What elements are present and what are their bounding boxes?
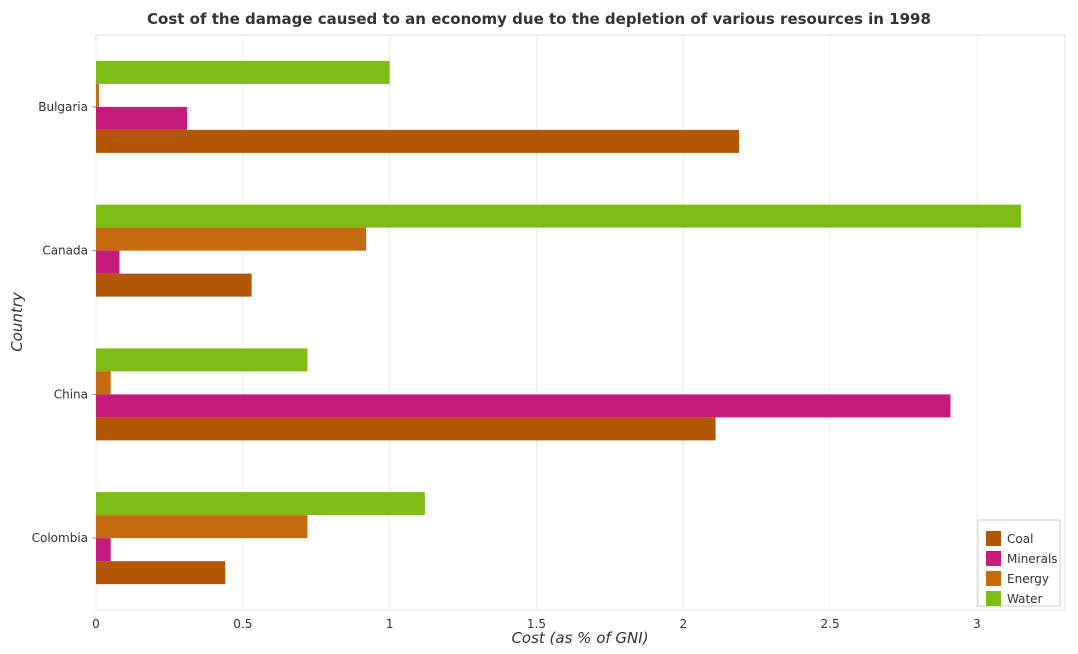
bar-water-colombia (96, 492, 425, 516)
bar-water-canada (96, 204, 1021, 228)
bar-coal-canada (96, 273, 252, 297)
bar-coal-china (96, 417, 716, 441)
legend-label-water: Water (1007, 592, 1043, 606)
y-axis-title: Country (8, 291, 26, 352)
bar-minerals-bulgaria (96, 106, 188, 130)
x-tick-label: 3 (973, 617, 981, 631)
x-axis-title: Cost (as % of GNI) (511, 629, 648, 647)
y-tick-label: Canada (42, 244, 88, 258)
bar-energy-bulgaria (96, 83, 99, 107)
y-tick-labels: Bulgaria Canada China Colombia (32, 100, 96, 545)
x-tick-label: 1 (386, 617, 394, 631)
y-tick-label: Bulgaria (38, 100, 88, 114)
legend-swatch-minerals (986, 551, 1001, 566)
legend-swatch-water (986, 591, 1001, 606)
legend-label-coal: Coal (1007, 532, 1033, 546)
legend-label-minerals: Minerals (1007, 552, 1058, 566)
x-tick-label: 1.5 (527, 617, 546, 631)
x-tick-label: 0 (92, 617, 100, 631)
x-tick-labels: 0 0.5 1 1.5 2 2.5 3 (92, 617, 981, 631)
legend-label-energy: Energy (1007, 572, 1049, 586)
bar-minerals-china (96, 394, 951, 418)
bar-coal-colombia (96, 561, 226, 585)
x-tick-label: 2 (679, 617, 687, 631)
plot-area-frame (95, 34, 1066, 611)
bar-energy-colombia (96, 515, 308, 539)
chart-title: Cost of the damage caused to an economy … (147, 10, 931, 28)
x-tick-label: 2.5 (821, 617, 840, 631)
legend: Coal Minerals Energy Water (977, 519, 1061, 607)
bar-coal-bulgaria (96, 129, 740, 153)
x-tick-label: 0.5 (233, 617, 252, 631)
bar-minerals-colombia (96, 538, 111, 562)
bar-energy-china (96, 371, 111, 395)
bar-water-china (96, 348, 308, 372)
bar-water-bulgaria (96, 60, 390, 84)
legend-swatch-coal (986, 531, 1001, 546)
legend-swatch-energy (986, 571, 1001, 586)
bar-minerals-canada (96, 250, 120, 274)
bar-energy-canada (96, 227, 367, 251)
y-tick-label: China (54, 387, 88, 401)
bars (96, 60, 1021, 585)
y-tick-label: Colombia (32, 531, 88, 545)
